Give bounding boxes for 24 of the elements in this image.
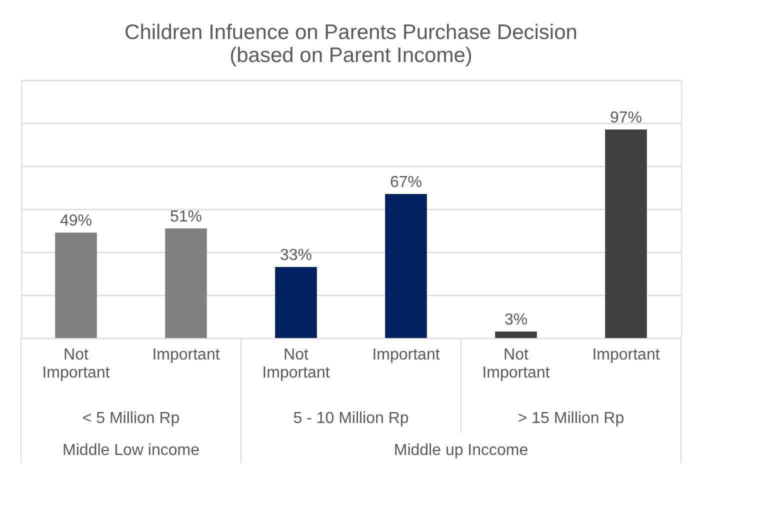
bar xyxy=(495,332,537,338)
data-label: 49% xyxy=(60,212,92,230)
x-tick-label: Not Important xyxy=(42,346,110,382)
bar xyxy=(385,194,427,338)
data-label: 67% xyxy=(390,174,422,191)
data-label: 3% xyxy=(504,312,528,329)
x-tick-label: Important xyxy=(592,346,660,364)
data-label: 51% xyxy=(170,208,202,226)
text: Middle Low income xyxy=(62,442,200,459)
data-label: 33% xyxy=(280,247,312,264)
text: < 5 Million Rp xyxy=(82,410,180,427)
bar xyxy=(605,129,647,338)
x-tick-label: Important xyxy=(152,346,220,364)
text: Middle up Inccome xyxy=(394,442,528,459)
bar xyxy=(165,228,207,338)
x-tick-label: Not Important xyxy=(262,346,330,382)
text: > 15 Million Rp xyxy=(518,410,624,427)
x-tick-label: Important xyxy=(372,346,440,364)
x-tick-label: Not Important xyxy=(482,346,550,382)
chart-title: Children Infuence on Parents Purchase Decision (based on Parent Income) xyxy=(124,21,578,67)
data-label: 97% xyxy=(610,109,642,126)
text: 5 - 10 Million Rp xyxy=(293,410,409,427)
bar xyxy=(275,267,317,338)
bar xyxy=(55,232,97,338)
